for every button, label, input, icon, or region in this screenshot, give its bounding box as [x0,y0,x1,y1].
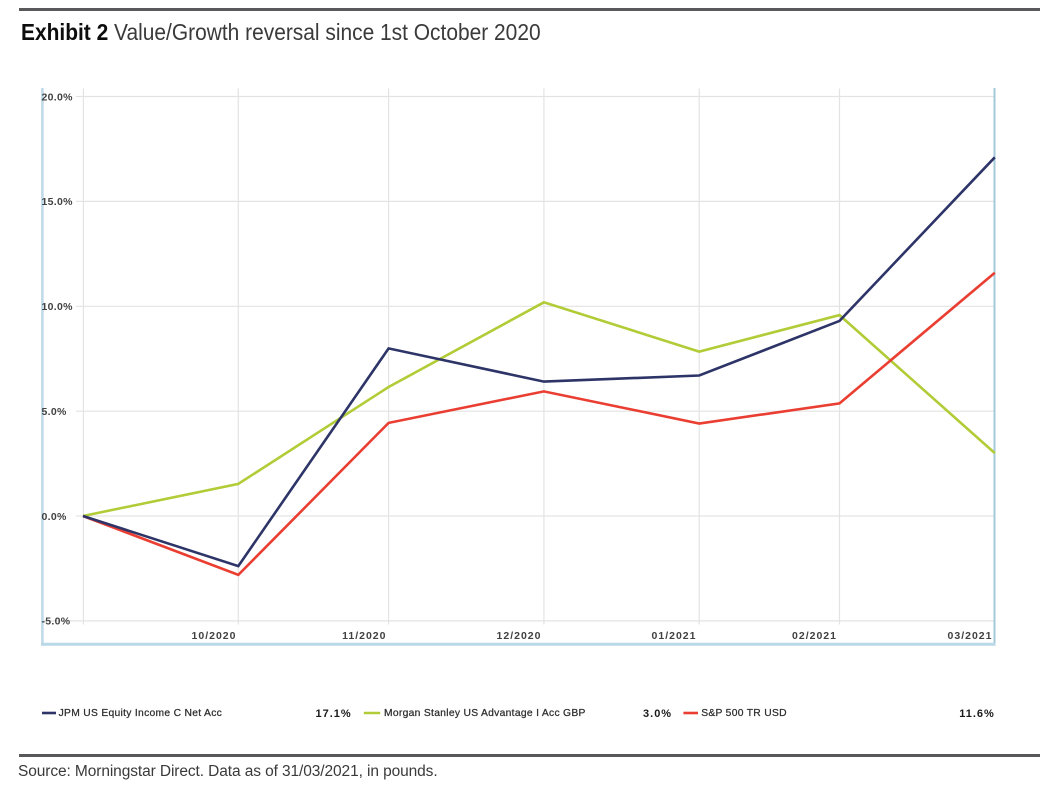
svg-text:02/2021: 02/2021 [792,630,837,642]
svg-text:-5.0%: -5.0% [42,616,71,628]
svg-text:20.0%: 20.0% [42,91,74,103]
svg-text:Morgan Stanley US Advantage I: Morgan Stanley US Advantage I Acc GBP [384,708,586,719]
svg-text:5.0%: 5.0% [42,406,67,418]
svg-text:03/2021: 03/2021 [948,630,993,642]
svg-text:JPM US Equity Income C Net Acc: JPM US Equity Income C Net Acc [59,708,223,719]
svg-text:11.6%: 11.6% [959,708,995,720]
svg-text:15.0%: 15.0% [42,196,74,208]
svg-text:10/2020: 10/2020 [192,630,237,642]
svg-text:11/2020: 11/2020 [342,630,386,642]
svg-text:12/2020: 12/2020 [497,630,542,642]
svg-text:S&P 500 TR USD: S&P 500 TR USD [701,708,787,719]
svg-text:3.0%: 3.0% [643,708,672,720]
svg-text:10.0%: 10.0% [42,301,74,313]
svg-text:0.0%: 0.0% [42,511,67,523]
svg-text:17.1%: 17.1% [315,708,351,720]
svg-text:01/2021: 01/2021 [652,630,697,642]
